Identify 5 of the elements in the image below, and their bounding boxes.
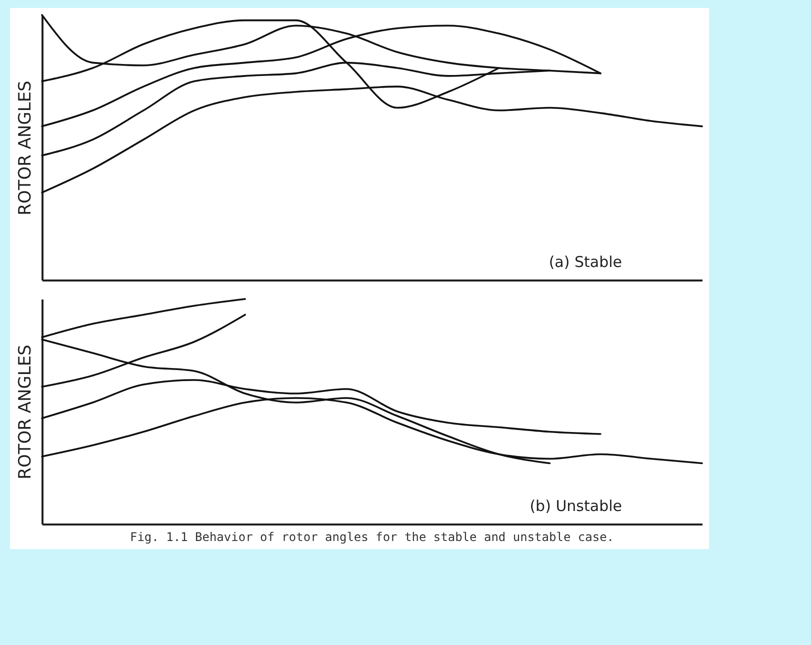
y-axis-title: ROTOR ANGLES (16, 344, 36, 480)
y-axis-title: ROTOR ANGLES (16, 80, 36, 216)
annotation: (b) Unstable (530, 497, 622, 515)
annotation: (a) Stable (548, 253, 622, 271)
caption: Fig. 1.1 Behavior of rotor angles for the stable and unstable case. (130, 530, 614, 544)
